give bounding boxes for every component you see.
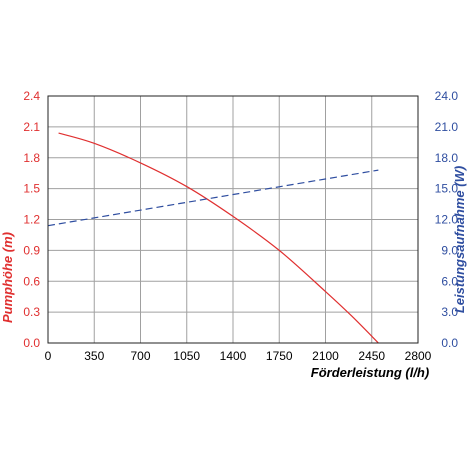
chart-grid — [48, 96, 418, 343]
y-left-tick-label: 2.1 — [23, 120, 40, 134]
y-right-tick-label: 0.0 — [441, 336, 458, 350]
y-right-tick-label: 18.0 — [435, 151, 459, 165]
y-left-tick-label: 0.3 — [23, 305, 40, 319]
y-right-tick-label: 24.0 — [435, 89, 459, 103]
x-tick-label: 2800 — [405, 349, 432, 363]
x-tick-label: 0 — [45, 349, 52, 363]
y-left-tick-label: 1.2 — [23, 213, 40, 227]
x-tick-label: 700 — [130, 349, 150, 363]
y-right-tick-label: 15.0 — [435, 182, 459, 196]
x-tick-label: 1050 — [173, 349, 200, 363]
x-axis-label: Förderleistung (l/h) — [311, 365, 429, 380]
y-left-tick-label: 1.5 — [23, 182, 40, 196]
y-left-tick-label: 1.8 — [23, 151, 40, 165]
x-tick-label: 2100 — [312, 349, 339, 363]
plot-frame — [47, 95, 419, 344]
y-right-tick-label: 21.0 — [435, 120, 459, 134]
y-right-tick-label: 6.0 — [441, 274, 458, 288]
x-tick-label: 350 — [84, 349, 104, 363]
series-leistung-line — [47, 169, 379, 227]
y-left-tick-label: 0.9 — [23, 243, 40, 257]
x-tick-label: 1400 — [220, 349, 247, 363]
series-pumphoehe-line — [58, 132, 379, 344]
y-left-tick-label: 0.0 — [23, 336, 40, 350]
chart-ticks: 0 350 700 1050 1400 1750 2100 2450 2800 0.0 0.0 0.3… — [23, 89, 458, 363]
x-tick-label: 2450 — [358, 349, 385, 363]
y-right-tick-label: 12.0 — [435, 213, 459, 227]
y-right-tick-label: 9.0 — [441, 243, 458, 257]
y-left-tick-label: 2.4 — [23, 89, 40, 103]
y-right-tick-label: 3.0 — [441, 305, 458, 319]
chart-series — [47, 132, 379, 344]
x-tick-label: 1750 — [266, 349, 293, 363]
y-axis-right-label: Leistungsaufnahme (W) — [452, 166, 467, 313]
y-left-tick-label: 0.6 — [23, 274, 40, 288]
y-axis-left-label: Pumphöhe (m) — [0, 232, 15, 323]
